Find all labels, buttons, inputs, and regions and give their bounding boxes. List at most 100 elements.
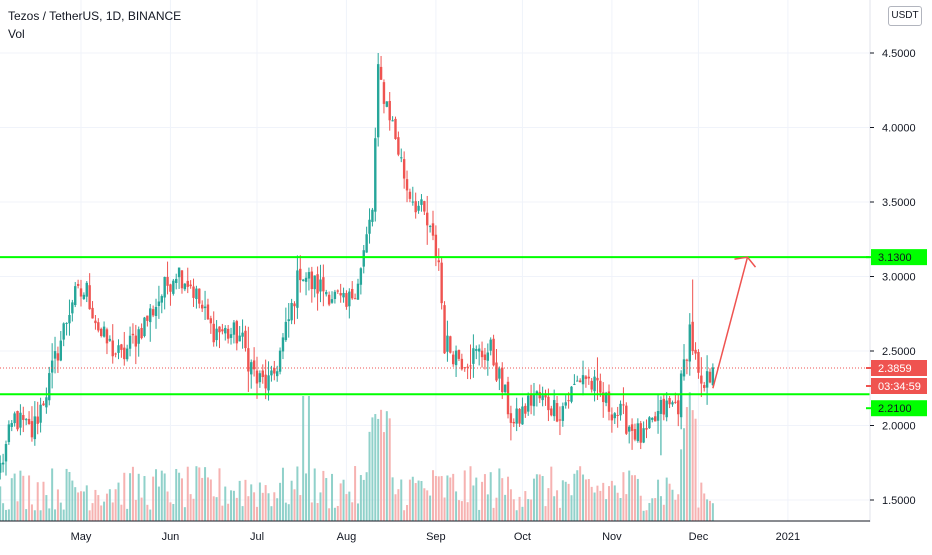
volume-bar: [671, 489, 674, 521]
candle-body: [97, 322, 100, 331]
volume-bar: [466, 502, 469, 521]
volume-bar: [651, 498, 654, 521]
volume-bar: [264, 485, 267, 521]
candle-body: [532, 395, 536, 407]
volume-bar: [374, 414, 377, 521]
candle-body: [342, 292, 345, 298]
candle-body: [639, 423, 642, 443]
volume-bar: [82, 491, 85, 521]
volume-bar: [348, 491, 351, 521]
candle-body: [180, 270, 184, 289]
candle-body: [290, 302, 293, 321]
y-axis-ticks: 4.5000 4.0000 3.5000 3.0000 2.5000 2.0000 1.50…: [870, 48, 916, 507]
x-tick-label: Nov: [602, 531, 622, 543]
volume-bar: [56, 489, 59, 521]
candle-body: [356, 283, 360, 300]
volume-bar: [137, 473, 140, 521]
candle-body: [325, 292, 328, 295]
volume-bar: [622, 472, 625, 521]
candle-body: [711, 367, 715, 386]
candle-body: [270, 370, 273, 376]
candle-body: [550, 408, 553, 416]
volume-bar: [481, 481, 484, 521]
volume-bar: [501, 478, 504, 521]
resistance-price-badge: 3.1300: [866, 249, 927, 266]
candle-body: [149, 308, 152, 323]
candle-body: [36, 416, 39, 424]
candle-body: [48, 373, 51, 401]
candle-body: [385, 101, 389, 107]
candle-body: [501, 367, 504, 393]
volume-bar: [224, 486, 227, 521]
candle-body: [94, 320, 97, 324]
candle-body: [529, 393, 533, 406]
candle-body: [414, 201, 417, 213]
candle-body: [521, 406, 524, 425]
candle-body: [137, 329, 140, 344]
candle-body: [39, 404, 42, 423]
volume-bar: [91, 503, 94, 521]
volume-bar: [227, 503, 230, 521]
volume-bar: [631, 475, 634, 521]
volume-bar: [247, 496, 250, 521]
currency-button[interactable]: USDT: [888, 6, 922, 26]
volume-bar: [420, 481, 423, 521]
candle-body: [10, 423, 13, 427]
candle-body: [486, 352, 490, 361]
candle-body: [313, 275, 316, 290]
volume-bar: [238, 480, 241, 521]
candle-body: [218, 326, 221, 333]
candle-body: [123, 347, 126, 360]
candle-body: [264, 374, 267, 389]
volume-bar: [703, 493, 706, 521]
candle-body: [287, 319, 290, 322]
volume-bar: [665, 477, 668, 521]
volume-indicator-label[interactable]: Vol: [8, 27, 25, 41]
volume-bar: [54, 509, 57, 521]
candle-body: [622, 404, 625, 406]
y-tick-label: 3.0000: [882, 272, 916, 284]
candle-body: [42, 403, 45, 406]
volume-bar: [65, 468, 68, 521]
volume-bar: [273, 492, 276, 521]
candle-body: [567, 400, 570, 402]
y-tick-label: 2.5000: [882, 346, 916, 358]
candle-body: [353, 298, 357, 300]
candle-body: [477, 348, 481, 352]
candle-body: [232, 322, 236, 335]
volume-bar: [192, 498, 195, 521]
volume-bar: [42, 481, 45, 521]
candle-body: [319, 279, 322, 292]
candle-body: [322, 277, 325, 292]
candle-body: [495, 362, 498, 381]
support-price-badge: 2.2100: [866, 400, 927, 417]
volume-bar: [62, 509, 65, 521]
volume-bar: [495, 497, 498, 521]
candle-body: [140, 327, 143, 339]
candle-body: [316, 274, 319, 294]
candle-body: [99, 328, 103, 336]
volume-bar: [504, 494, 507, 521]
x-tick-label: Jun: [162, 531, 180, 543]
candle-body: [515, 408, 518, 424]
volume-bar: [105, 493, 108, 521]
candle-body: [238, 335, 241, 342]
volume-bar: [613, 485, 616, 521]
volume-bar: [305, 473, 308, 521]
volume-bar: [261, 492, 264, 521]
volume-bar: [408, 479, 411, 521]
volume-bar: [276, 498, 279, 521]
volume-bar: [700, 482, 703, 521]
volume-bar: [417, 480, 420, 521]
candle-body: [30, 421, 34, 438]
candle-body: [76, 283, 80, 286]
candle-body: [665, 400, 668, 418]
volume-bar: [80, 491, 82, 521]
candle-body: [163, 277, 166, 298]
countdown-badge-bg: [871, 378, 927, 395]
candle-body: [423, 201, 426, 212]
candle-body: [518, 408, 521, 424]
volume-bar: [544, 506, 547, 521]
